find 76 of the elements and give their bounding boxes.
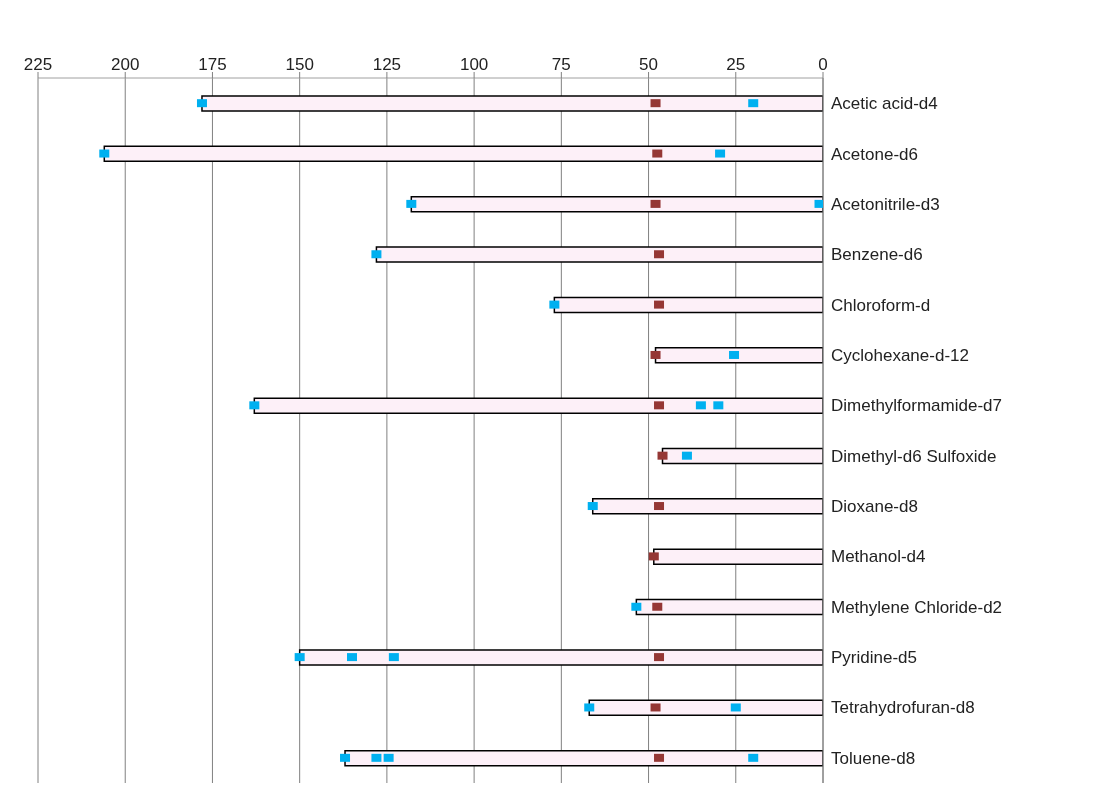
point [371, 753, 382, 762]
point [294, 653, 305, 662]
bar [298, 649, 823, 666]
point [748, 753, 759, 762]
point [652, 149, 663, 158]
point [681, 451, 692, 460]
point [713, 401, 724, 410]
bar [588, 699, 823, 717]
bar [654, 347, 823, 364]
point [729, 350, 740, 359]
bar [653, 548, 823, 565]
point [654, 502, 665, 511]
x-tick-label: 25 [726, 55, 746, 74]
point [99, 149, 110, 158]
y-tick-label: Acetone-d6 [831, 144, 918, 164]
point [695, 401, 706, 410]
point [249, 401, 260, 410]
y-tick-label: Acetic acid-d4 [831, 94, 938, 114]
y-tick-label: Benzene-d6 [831, 245, 923, 265]
point [347, 653, 357, 662]
point [587, 502, 598, 511]
bar [201, 95, 823, 112]
x-tick-label: 50 [639, 55, 659, 74]
y-tick-label: Chloroform-d [831, 295, 931, 315]
y-tick-label: Cyclohexane-d-12 [831, 346, 969, 365]
y-tick-label: Dimethyl-d6 Sulfoxide [831, 446, 997, 466]
x-tick-label: 175 [198, 55, 227, 74]
point [654, 753, 665, 762]
point [383, 753, 394, 762]
point [648, 552, 659, 561]
y-tick-label: Acetonitrile-d3 [831, 194, 940, 214]
point [650, 703, 661, 712]
bar [591, 498, 823, 515]
point [371, 250, 382, 259]
point [584, 703, 595, 712]
point [650, 199, 661, 208]
y-tick-label: Tetrahydrofuran-d8 [831, 698, 975, 718]
x-tick-label: 200 [111, 55, 140, 74]
point [730, 703, 741, 712]
bar [635, 598, 823, 616]
bar [103, 145, 823, 163]
point [652, 602, 663, 611]
bar [344, 749, 823, 767]
y-tick-label: Dimethylformamide-d7 [831, 396, 1002, 416]
point [388, 653, 399, 662]
point [654, 653, 665, 662]
bar [553, 296, 823, 314]
bar [661, 447, 823, 465]
y-tick-label: Pyridine-d5 [831, 648, 917, 668]
point [650, 99, 661, 108]
point [549, 300, 560, 309]
x-tick-label: 150 [285, 55, 314, 74]
y-tick-label: Toluene-d8 [831, 748, 916, 768]
bar [253, 397, 823, 414]
x-tick-label: 0 [818, 55, 828, 74]
x-tick-label: 75 [551, 55, 571, 74]
y-tick-label: Dioxane-d8 [831, 497, 918, 517]
point [654, 300, 665, 309]
point [196, 99, 207, 108]
point [654, 401, 665, 410]
point [657, 451, 668, 460]
y-tick-label: Methanol-d4 [831, 547, 926, 567]
point [340, 753, 351, 762]
point [814, 199, 823, 208]
point [748, 99, 759, 108]
x-tick-label: 125 [372, 55, 402, 74]
bar [375, 246, 823, 263]
bar [410, 195, 823, 213]
x-tick-label: 225 [23, 55, 53, 74]
point [631, 602, 642, 611]
point [650, 350, 661, 359]
x-tick-label: 100 [459, 55, 489, 74]
point [406, 199, 417, 208]
y-tick-label: Methylene Chloride-d2 [831, 597, 1003, 617]
point [715, 149, 726, 158]
point [654, 250, 665, 259]
